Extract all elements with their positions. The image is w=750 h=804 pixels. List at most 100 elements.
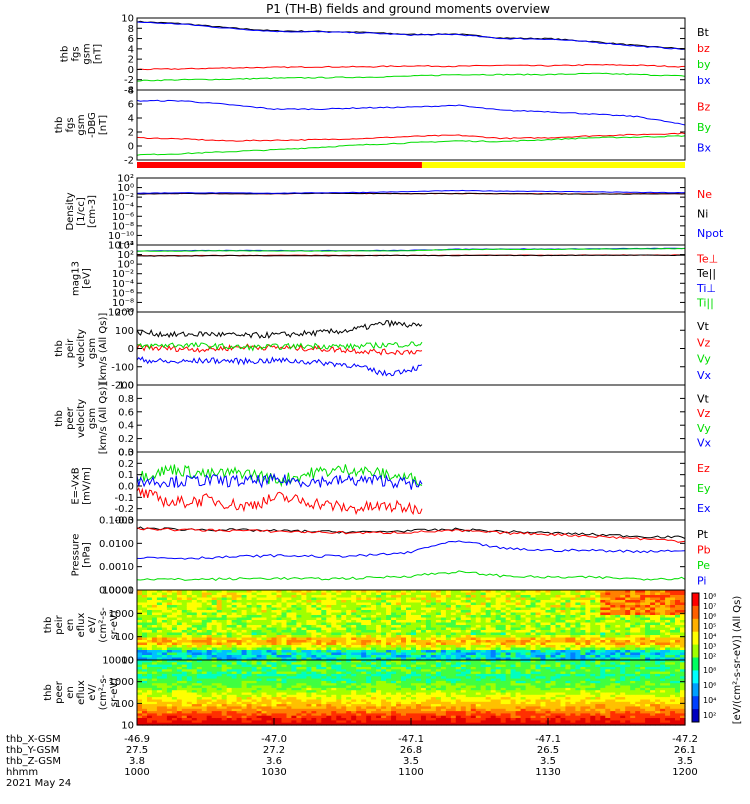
ylabel-line: [mV/m] — [82, 467, 93, 505]
series-line-Bt — [137, 21, 685, 48]
series-line-Ey — [137, 464, 422, 485]
ylabel-line: -DBG — [87, 112, 98, 138]
series-line-Ex — [137, 475, 422, 490]
ytick-label: 0.2 — [118, 459, 134, 470]
panel-temperature: 10⁴10²10⁰10⁻²10⁻⁴10⁻⁶10⁻⁸10⁻¹⁰mag13[eV]T… — [71, 241, 719, 319]
ylabel-line: peir — [54, 614, 65, 634]
ylabel-group: mag13[eV] — [71, 261, 93, 296]
ylabel-group: Pressure[nPa] — [71, 534, 93, 577]
ytick-label: 8 — [128, 86, 134, 97]
panel-density: 10²10⁰10⁻²10⁻⁴10⁻⁶10⁻⁸10⁻¹⁰10⁻¹²Density[… — [65, 174, 724, 252]
ytick-label: 10000 — [102, 586, 134, 597]
ylabel-line: eV/ — [87, 616, 98, 633]
panel-frame — [137, 178, 685, 245]
ytick-label: 6 — [128, 100, 134, 111]
ylabel-group: E=-VxB[mV/m] — [71, 467, 93, 505]
ylabel-line: gsm — [87, 338, 98, 359]
ytick-label: -0.1 — [114, 493, 134, 504]
ylabel-line: thb — [43, 617, 54, 634]
ylabel-line: thb — [54, 410, 65, 427]
ylabel-line: peer — [65, 406, 76, 430]
ytick-label: 0.6 — [118, 407, 134, 418]
legend-Bz: Bz — [697, 100, 711, 113]
ytick-label: 0.3 — [118, 448, 134, 459]
ytick-label: -100 — [111, 362, 134, 373]
ylabel-line: E=-VxB — [71, 467, 82, 504]
ylabel-line: [km/s (All Qs)] — [98, 313, 109, 385]
ytick-label: 0.0010 — [99, 562, 134, 573]
legend-Ti⊥: Ti⊥ — [696, 282, 716, 295]
ytick-label: 0.8 — [118, 394, 134, 405]
ytick-label: 0.0100 — [99, 539, 134, 550]
ytick-label: 0.4 — [118, 421, 134, 432]
series-line-By — [137, 136, 685, 156]
legend-Ne: Ne — [697, 188, 712, 201]
legend-Vy: Vy — [697, 422, 711, 435]
ytick-label: 1.0 — [118, 381, 134, 392]
ylabel-line: [nT] — [93, 44, 104, 64]
series-line-Ez — [137, 488, 422, 514]
ytick-label: 200 — [115, 308, 134, 319]
ylabel-line: fgs — [65, 117, 76, 132]
ylabel-line: en — [65, 619, 76, 632]
ylabel-line: gsm — [87, 408, 98, 429]
ylabel-line: thb — [60, 46, 71, 63]
legend-Bt: Bt — [697, 26, 710, 39]
legend-Vx: Vx — [697, 369, 712, 382]
ylabel-line: [nPa] — [82, 542, 93, 568]
series-line-by — [137, 73, 685, 81]
legend-Pi: Pi — [697, 574, 706, 587]
ylabel-line: mag13 — [71, 261, 82, 296]
legend-Vz: Vz — [697, 336, 711, 349]
ylabel-line: Density — [65, 192, 76, 230]
legend-Ez: Ez — [697, 462, 710, 475]
legend-Pe: Pe — [697, 559, 710, 572]
legend-Pt: Pt — [697, 528, 709, 541]
ytick-label: 2 — [128, 128, 134, 139]
legend-bz: bz — [697, 42, 710, 55]
legend-Bx: Bx — [697, 142, 712, 155]
legend-Vx: Vx — [697, 437, 712, 450]
ylabel-line: thb — [54, 340, 65, 357]
ylabel-line: thb — [54, 117, 65, 134]
legend-Pb: Pb — [697, 543, 711, 556]
legend-Npot: Npot — [697, 227, 724, 240]
ylabel-line: [eV] — [82, 268, 93, 289]
series-line-Vt — [137, 321, 422, 338]
ytick-label: 0.2 — [118, 434, 134, 445]
figure-title: P1 (TH-B) fields and ground moments over… — [266, 2, 550, 16]
legend-bx: bx — [697, 74, 711, 87]
legend-Vt: Vt — [697, 392, 710, 405]
legend-Ni: Ni — [697, 208, 708, 221]
panel-efield: 0.30.20.10.0-0.1-0.2-0.3E=-VxB[mV/m]EzEy… — [71, 448, 711, 527]
ytick-label: 4 — [128, 114, 134, 125]
series-line-Npot — [137, 190, 685, 193]
ytick-label: 0 — [128, 142, 134, 153]
legend-By: By — [697, 121, 712, 134]
ytick-label: 0.0 — [118, 482, 134, 493]
series-line-Pb — [137, 528, 685, 543]
ytick-label: 100 — [115, 326, 134, 337]
ylabel-line: [km/s (All Qs)] — [98, 383, 109, 455]
legend-Ex: Ex — [697, 502, 711, 515]
series-line-Bx — [137, 100, 685, 125]
panel-frame — [137, 90, 685, 160]
ylabel-line: peir — [65, 338, 76, 358]
panel-frame — [137, 385, 685, 452]
ylabel-line: [cm-3] — [87, 195, 98, 228]
ylabel-line: gsm — [76, 114, 87, 135]
ylabel-line: eflux — [76, 613, 87, 638]
panel-pressure: 0.10000.01000.00100.0001Pressure[nPa]PtP… — [71, 516, 711, 597]
ylabel-line: fgs — [71, 46, 82, 61]
series-line-Te|| — [137, 255, 685, 256]
ylabel-line: (cm²-s- — [98, 607, 109, 643]
